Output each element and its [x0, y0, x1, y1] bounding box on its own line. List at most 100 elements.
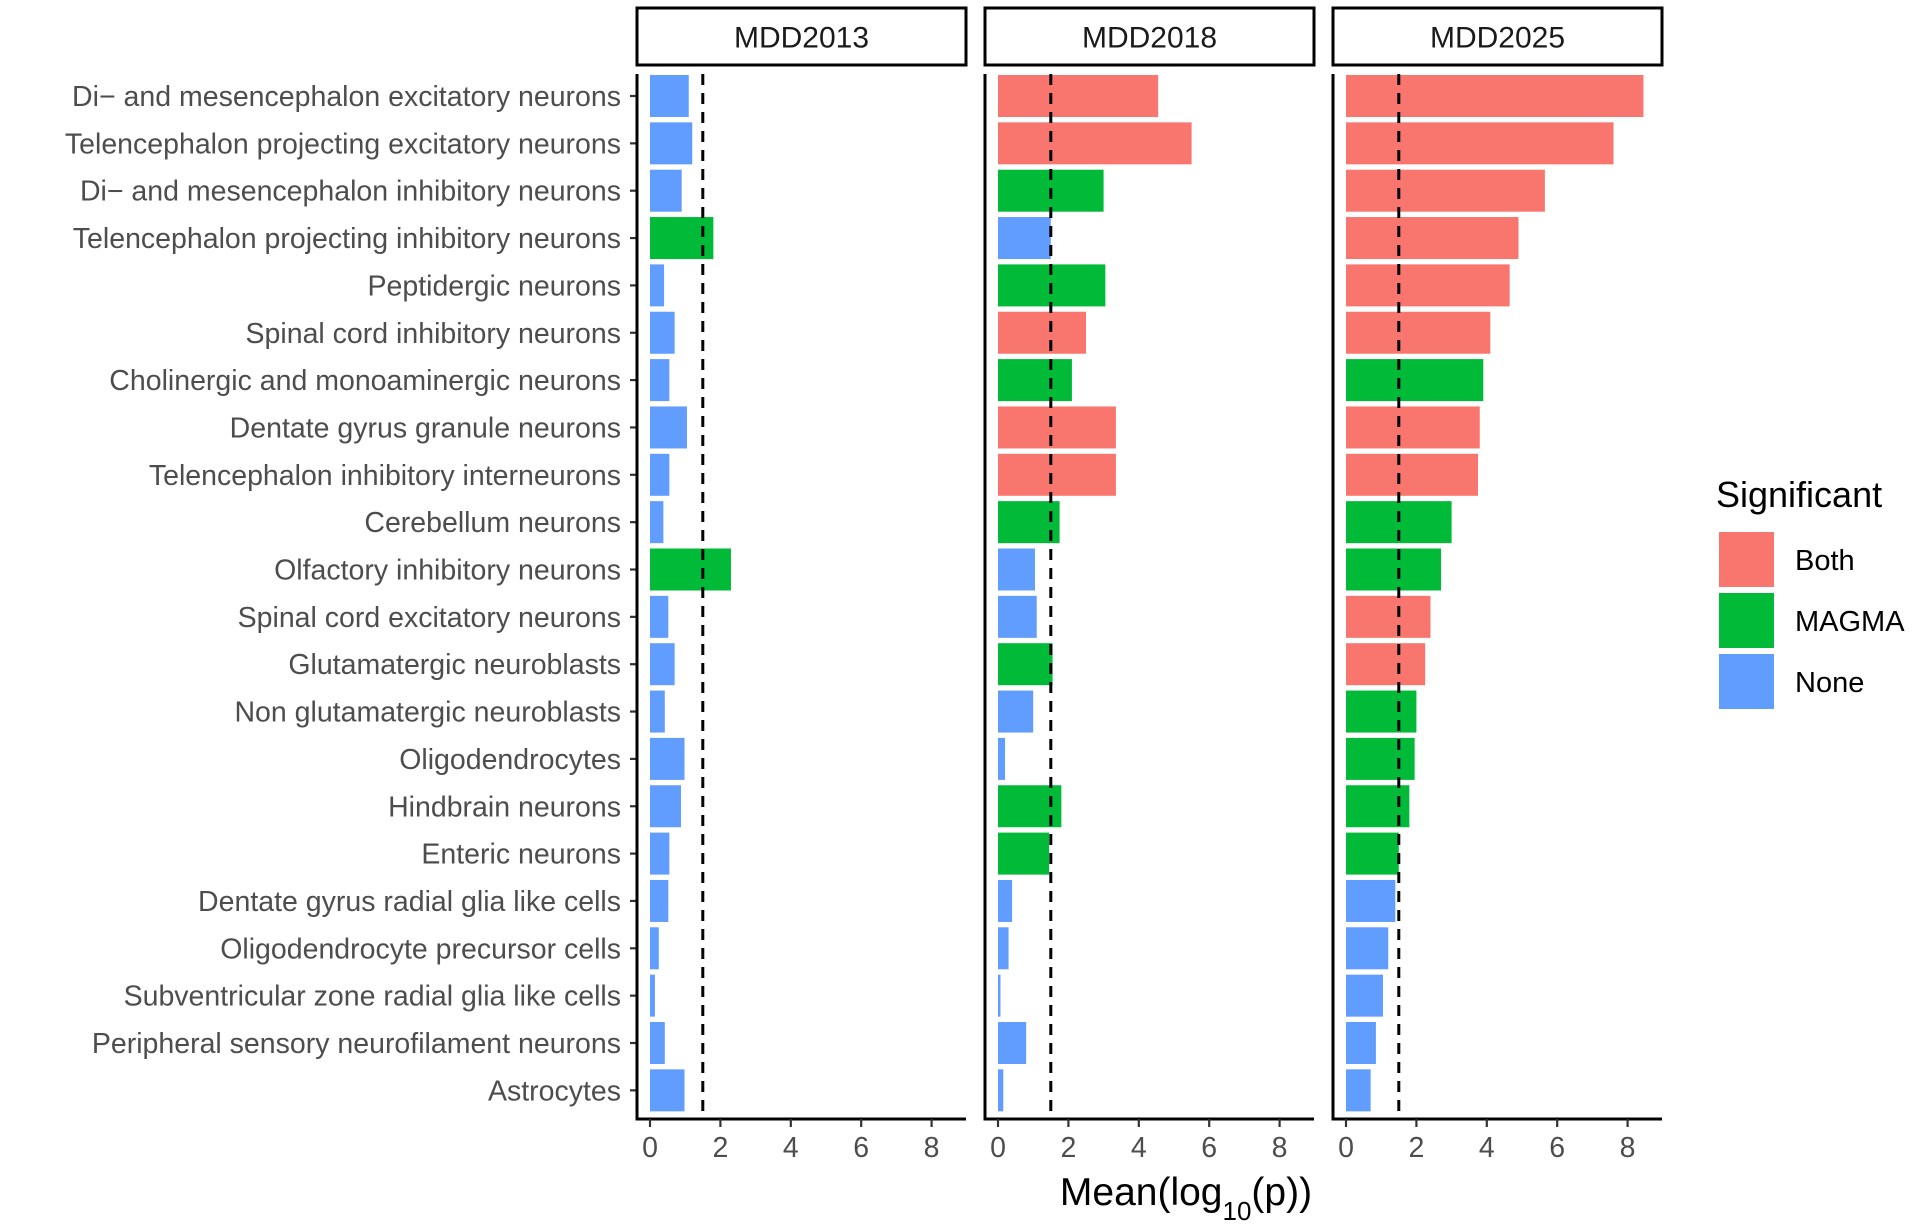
bar-mdd2013-spinal-cord-excitatory-neurons [650, 595, 669, 638]
category-label-spinal-cord-excitatory-neurons: Spinal cord excitatory neurons [238, 602, 621, 634]
x-axis-title-suffix: (p)) [1251, 1171, 1312, 1214]
bar-mdd2013-hindbrain-neurons [650, 785, 681, 828]
facet-strip [983, 6, 1316, 67]
bar-mdd2025-telencephalon-inhibitory-interneurons [1346, 453, 1478, 496]
category-label-hindbrain-neurons: Hindbrain neurons [388, 791, 621, 823]
bar-mdd2018-non-glutamatergic-neuroblasts [998, 690, 1034, 733]
legend-label-both: Both [1795, 545, 1855, 577]
bar-mdd2025-non-glutamatergic-neuroblasts [1346, 690, 1417, 733]
category-label-spinal-cord-inhibitory-neurons: Spinal cord inhibitory neurons [246, 318, 621, 350]
bar-mdd2018-spinal-cord-inhibitory-neurons [998, 311, 1086, 354]
bar-mdd2013-spinal-cord-inhibitory-neurons [650, 311, 675, 354]
legend-label-none: None [1795, 667, 1864, 699]
bar-mdd2018-oligodendrocyte-precursor-cells [998, 927, 1009, 970]
category-label-subventricular-zone-radial-glia-like-cells: Subventricular zone radial glia like cel… [124, 981, 621, 1013]
category-label-astrocytes: Astrocytes [488, 1075, 621, 1107]
facet-title: MDD2018 [1082, 22, 1217, 55]
legend-swatch-magma [1719, 593, 1774, 648]
bar-mdd2018-cholinergic-and-monoaminergic-neurons [998, 359, 1072, 402]
x-axis-title: Mean(log10(p)) [1060, 1171, 1312, 1226]
category-label-glutamatergic-neuroblasts: Glutamatergic neuroblasts [288, 649, 621, 681]
bar-mdd2018-subventricular-zone-radial-glia-like-cells [998, 974, 1001, 1017]
category-label-cerebellum-neurons: Cerebellum neurons [364, 507, 621, 539]
x-tick-label: 8 [924, 1132, 940, 1164]
x-tick-label: 8 [1272, 1132, 1288, 1164]
bar-mdd2018-peripheral-sensory-neurofilament-neurons [998, 1022, 1027, 1064]
x-tick-label: 2 [1060, 1132, 1076, 1164]
category-label-dentate-gyrus-granule-neurons: Dentate gyrus granule neurons [230, 412, 621, 444]
bar-mdd2025-peptidergic-neurons [1346, 264, 1510, 307]
bar-mdd2013-oligodendrocytes [650, 737, 685, 780]
bar-mdd2013-enteric-neurons [650, 832, 670, 875]
facet-strip [635, 6, 968, 67]
bar-mdd2025-oligodendrocytes [1346, 737, 1415, 780]
bar-mdd2018-telencephalon-projecting-inhibitory-neurons [998, 217, 1051, 260]
bar-mdd2025-dentate-gyrus-radial-glia-like-cells [1346, 879, 1396, 922]
bar-mdd2018-dentate-gyrus-radial-glia-like-cells [998, 879, 1013, 922]
legend-label-magma: MAGMA [1795, 606, 1905, 638]
x-tick-label: 6 [1549, 1132, 1565, 1164]
bar-mdd2013-peptidergic-neurons [650, 264, 665, 307]
bar-mdd2025-dentate-gyrus-granule-neurons [1346, 406, 1480, 449]
bar-mdd2013-telencephalon-inhibitory-interneurons [650, 453, 670, 496]
bar-mdd2013-peripheral-sensory-neurofilament-neurons [650, 1022, 665, 1064]
category-label-di-and-mesencephalon-inhibitory-neurons: Di− and mesencephalon inhibitory neurons [80, 176, 621, 208]
bar-mdd2013-oligodendrocyte-precursor-cells [650, 927, 659, 970]
bar-mdd2018-olfactory-inhibitory-neurons [998, 548, 1035, 591]
x-tick-label: 4 [1479, 1132, 1495, 1164]
bar-mdd2025-subventricular-zone-radial-glia-like-cells [1346, 974, 1383, 1017]
bar-mdd2013-subventricular-zone-radial-glia-like-cells [650, 974, 655, 1017]
category-label-oligodendrocytes: Oligodendrocytes [399, 744, 621, 776]
bar-mdd2025-telencephalon-projecting-inhibitory-neurons [1346, 217, 1519, 260]
x-tick-label: 0 [990, 1132, 1006, 1164]
bar-mdd2025-glutamatergic-neuroblasts [1346, 643, 1426, 686]
x-tick-label: 0 [1338, 1132, 1354, 1164]
plot-layer: Di− and mesencephalon excitatory neurons… [65, 6, 1664, 1164]
category-label-peptidergic-neurons: Peptidergic neurons [368, 270, 622, 302]
bar-mdd2013-glutamatergic-neuroblasts [650, 643, 675, 686]
x-axis-title-prefix: Mean(log [1060, 1171, 1223, 1214]
x-tick-label: 4 [1131, 1132, 1147, 1164]
bar-mdd2025-cholinergic-and-monoaminergic-neurons [1346, 359, 1484, 402]
bar-mdd2013-di-and-mesencephalon-excitatory-neurons [650, 75, 689, 117]
bar-mdd2025-spinal-cord-inhibitory-neurons [1346, 311, 1491, 354]
legend-swatch-none [1719, 654, 1774, 709]
x-tick-label: 6 [1201, 1132, 1217, 1164]
bar-mdd2025-di-and-mesencephalon-excitatory-neurons [1346, 75, 1644, 117]
category-label-oligodendrocyte-precursor-cells: Oligodendrocyte precursor cells [220, 933, 621, 965]
legend-swatch-both [1719, 532, 1774, 587]
facet-strip [1331, 6, 1664, 67]
bar-mdd2018-spinal-cord-excitatory-neurons [998, 595, 1037, 638]
bar-mdd2013-astrocytes [650, 1069, 685, 1112]
category-label-di-and-mesencephalon-excitatory-neurons: Di− and mesencephalon excitatory neurons [72, 81, 621, 113]
bar-mdd2018-di-and-mesencephalon-excitatory-neurons [998, 75, 1159, 117]
bar-mdd2013-telencephalon-projecting-excitatory-neurons [650, 122, 693, 165]
bar-mdd2018-dentate-gyrus-granule-neurons [998, 406, 1116, 449]
category-label-non-glutamatergic-neuroblasts: Non glutamatergic neuroblasts [234, 697, 621, 729]
category-label-olfactory-inhibitory-neurons: Olfactory inhibitory neurons [274, 555, 621, 587]
bar-mdd2013-olfactory-inhibitory-neurons [650, 548, 731, 591]
legend: Significant Both MAGMA None [1716, 474, 1905, 709]
category-label-cholinergic-and-monoaminergic-neurons: Cholinergic and monoaminergic neurons [109, 365, 621, 397]
bar-mdd2025-astrocytes [1346, 1069, 1371, 1112]
bar-mdd2018-oligodendrocytes [998, 737, 1006, 780]
category-label-telencephalon-inhibitory-interneurons: Telencephalon inhibitory interneurons [149, 460, 621, 492]
x-tick-label: 4 [783, 1132, 799, 1164]
bar-mdd2013-dentate-gyrus-granule-neurons [650, 406, 687, 449]
category-label-telencephalon-projecting-inhibitory-neurons: Telencephalon projecting inhibitory neur… [73, 223, 621, 255]
facet-title: MDD2025 [1430, 22, 1565, 55]
bar-mdd2025-peripheral-sensory-neurofilament-neurons [1346, 1022, 1376, 1064]
x-tick-label: 8 [1620, 1132, 1636, 1164]
bar-mdd2025-spinal-cord-excitatory-neurons [1346, 595, 1431, 638]
bar-mdd2013-cerebellum-neurons [650, 501, 664, 544]
category-label-peripheral-sensory-neurofilament-neurons: Peripheral sensory neurofilament neurons [92, 1028, 621, 1060]
bar-mdd2018-telencephalon-inhibitory-interneurons [998, 453, 1116, 496]
x-tick-label: 0 [642, 1132, 658, 1164]
legend-title: Significant [1716, 474, 1882, 515]
facet-title: MDD2013 [734, 22, 869, 55]
bar-mdd2018-astrocytes [998, 1069, 1004, 1112]
bar-mdd2025-telencephalon-projecting-excitatory-neurons [1346, 122, 1614, 165]
category-label-dentate-gyrus-radial-glia-like-cells: Dentate gyrus radial glia like cells [198, 886, 621, 918]
facet-mdd2013: MDD2013 0 2 4 6 8 [635, 6, 968, 1164]
